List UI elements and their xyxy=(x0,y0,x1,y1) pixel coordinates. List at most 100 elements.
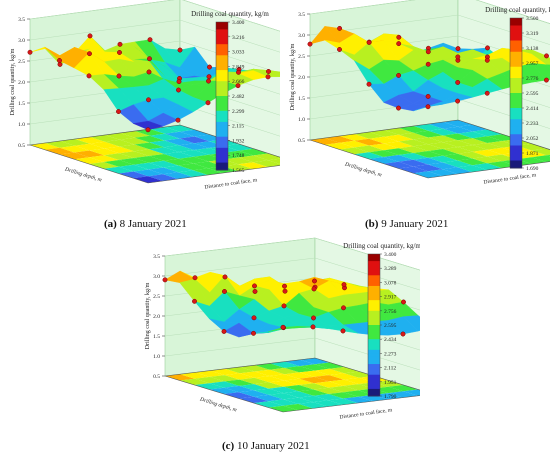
measurement-point xyxy=(206,74,212,80)
floor-cell xyxy=(238,148,269,156)
colorbar-step xyxy=(368,374,380,379)
z-tick-label: 3.5 xyxy=(153,254,160,260)
colorbar-step xyxy=(368,371,380,376)
floor-cell xyxy=(178,170,208,177)
measurement-point xyxy=(86,73,92,79)
measurement-point xyxy=(484,90,490,96)
colorbar-step xyxy=(216,158,228,164)
y-axis-label: Distance to coal face, m xyxy=(204,176,258,190)
floor-cell xyxy=(398,159,429,167)
colorbar-step xyxy=(216,70,228,75)
colorbar-step xyxy=(510,149,522,154)
floor-cell xyxy=(428,122,458,129)
colorbar-step xyxy=(216,133,228,138)
floor-cell xyxy=(284,385,314,392)
colorbar-step xyxy=(510,126,522,131)
colorbar-step xyxy=(510,141,522,146)
colorbar-step xyxy=(368,335,380,340)
floor-cell xyxy=(269,367,300,375)
measurement-point xyxy=(282,288,288,294)
floor-cell xyxy=(45,141,75,148)
colorbar-step xyxy=(216,25,228,30)
floor-cell xyxy=(74,157,104,164)
z-tick-label: 2.5 xyxy=(153,294,160,300)
measurement-point xyxy=(543,77,549,83)
surface xyxy=(309,25,550,112)
floor-cell xyxy=(119,137,150,145)
colorbar-tick-label: 3.138 xyxy=(526,46,539,52)
measurement-point xyxy=(425,61,431,67)
measurement-point xyxy=(117,50,122,55)
floor-cell xyxy=(373,380,404,387)
colorbar-step xyxy=(216,51,228,56)
floor-cell xyxy=(531,148,550,156)
floor-cell xyxy=(163,172,193,179)
floor-cell xyxy=(120,131,150,138)
measurement-point xyxy=(455,54,461,60)
colorbar-step xyxy=(510,85,522,90)
colorbar-tick-label: 2.115 xyxy=(232,124,244,130)
floor-cell xyxy=(314,368,345,376)
colorbar-step xyxy=(216,103,228,108)
floor-cell xyxy=(179,378,210,385)
colorbar-tick-label: 3.078 xyxy=(384,280,397,286)
floor-cell xyxy=(531,155,550,162)
x-axis-label: Drilling depth, m xyxy=(343,161,382,178)
floor-cell xyxy=(442,160,473,168)
floor-cell xyxy=(329,367,360,374)
colorbar-step xyxy=(510,100,522,105)
floor-cell xyxy=(339,147,370,155)
colorbar-step xyxy=(368,388,380,393)
floor-cell xyxy=(255,363,285,370)
floor-cell xyxy=(457,124,488,132)
measurement-point xyxy=(312,278,317,284)
colorbar-step xyxy=(216,77,228,82)
colorbar-step xyxy=(216,29,228,34)
z-tick-label: 3.0 xyxy=(153,274,160,280)
measurement-point xyxy=(281,303,287,309)
floor-cell xyxy=(398,132,429,140)
measurement-point xyxy=(455,80,461,85)
colorbar-step xyxy=(216,22,228,27)
floor-cell xyxy=(253,153,284,161)
floor-cell xyxy=(118,171,149,179)
measurement-point xyxy=(485,45,490,51)
floor-contour-map xyxy=(29,124,299,184)
colorbar-step xyxy=(368,289,380,294)
floor-cell xyxy=(299,364,330,371)
z-tick-label: 1.5 xyxy=(18,101,25,107)
floor-cell xyxy=(119,151,149,158)
measurement-points xyxy=(162,274,436,338)
colorbar-step xyxy=(368,328,380,333)
floor-cell xyxy=(254,369,285,376)
floor-cell xyxy=(268,393,299,400)
floor-cell xyxy=(253,401,284,408)
colorbar-step xyxy=(368,342,380,347)
floor-cell xyxy=(150,127,180,134)
colorbar-step xyxy=(510,59,522,64)
floor-cell xyxy=(239,377,270,385)
surface-chart-1: 3.5 3.0 2.5 2.0 1.5 1.0 0.5 Drilling coal quant… xyxy=(290,0,550,186)
colorbar-step xyxy=(368,378,380,383)
colorbar: Drilling coal quantity, kg/m 3.500 3.319 3.… xyxy=(485,6,550,172)
colorbar-title: Drilling coal quantity, kg/m xyxy=(485,6,550,14)
floor-cell xyxy=(329,379,359,386)
floor-cell xyxy=(310,138,340,145)
floor-cell xyxy=(383,134,414,142)
z-tick-label: 1.0 xyxy=(298,117,305,123)
z-axis-label: Drilling coal quantity, kg/m xyxy=(10,48,16,115)
floor-cell xyxy=(428,155,458,163)
measurement-point xyxy=(147,37,153,43)
surface-cell xyxy=(132,120,164,130)
floor-cell xyxy=(194,376,225,384)
floor-cell xyxy=(283,397,314,404)
floor-cell xyxy=(164,138,195,146)
floor-cell xyxy=(163,158,194,166)
measurement-point xyxy=(396,72,402,78)
colorbar-step xyxy=(216,147,228,152)
floor-cell xyxy=(89,155,119,162)
colorbar-tick-label: 3.400 xyxy=(384,252,397,258)
measurement-point xyxy=(396,105,401,111)
caption-b-tag: (b) xyxy=(365,218,379,230)
floor-cell xyxy=(354,132,384,139)
